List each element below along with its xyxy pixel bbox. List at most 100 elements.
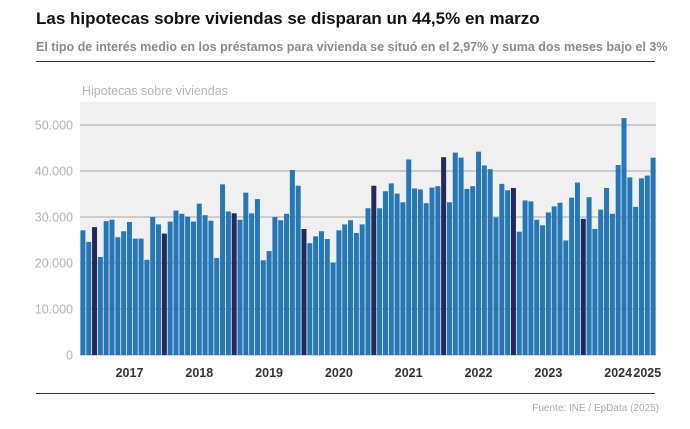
bar — [382, 191, 388, 355]
bar — [109, 219, 115, 355]
bar — [365, 208, 371, 355]
bar — [225, 211, 231, 355]
bar — [185, 216, 191, 355]
bar — [470, 186, 476, 355]
bar — [132, 238, 138, 355]
bar — [167, 221, 173, 355]
bar — [586, 197, 592, 355]
bar — [644, 175, 650, 355]
bar — [493, 217, 499, 355]
bar — [266, 251, 272, 355]
bar-highlight — [231, 213, 237, 355]
bar — [417, 189, 423, 355]
x-tick-label: 2020 — [325, 366, 353, 380]
bar — [522, 200, 528, 355]
bar — [429, 187, 435, 355]
bar — [208, 220, 214, 355]
bar — [156, 224, 162, 355]
bar — [400, 202, 406, 355]
bar — [86, 241, 92, 355]
bar — [353, 233, 359, 355]
bar-highlight — [510, 188, 516, 355]
bar — [609, 213, 615, 355]
bar — [173, 210, 179, 355]
bar — [476, 151, 482, 355]
bar — [214, 257, 220, 355]
bar — [633, 206, 639, 355]
bar — [138, 238, 144, 355]
bar — [458, 157, 464, 355]
bar — [144, 259, 150, 355]
y-tick-label: 40.000 — [35, 165, 73, 179]
bar — [243, 192, 249, 355]
bar — [272, 217, 278, 355]
bar-highlight — [161, 233, 167, 355]
bar — [220, 184, 226, 355]
bar — [615, 165, 621, 355]
bar — [249, 213, 255, 355]
bar — [115, 237, 121, 355]
bar — [540, 225, 546, 355]
top-divider — [36, 61, 655, 62]
bar — [638, 178, 644, 355]
bar-highlight — [301, 228, 307, 355]
bar — [260, 260, 266, 355]
bar — [563, 240, 569, 355]
bar — [179, 213, 185, 355]
bar — [528, 201, 534, 355]
bar — [598, 209, 604, 355]
y-axis-labels: 0 10.000 20.000 30.000 40.000 50.000 — [35, 119, 73, 363]
bar-highlight — [441, 157, 447, 355]
bar — [359, 224, 365, 355]
y-tick-label: 0 — [66, 349, 73, 363]
bar — [336, 230, 342, 355]
bar — [97, 257, 103, 355]
bar — [423, 203, 429, 355]
bar — [330, 262, 336, 355]
bar — [627, 177, 633, 355]
y-tick-label: 20.000 — [35, 257, 73, 271]
x-tick-label: 2024 — [604, 366, 632, 380]
bar — [150, 217, 156, 355]
source-note: Fuente: INE / EpData (2025) — [532, 403, 659, 414]
bar-highlight — [580, 218, 586, 355]
bar — [202, 215, 208, 355]
bar — [121, 231, 127, 355]
bar — [318, 231, 324, 355]
bar — [80, 230, 86, 355]
bar — [604, 188, 610, 355]
bar — [377, 208, 383, 355]
x-tick-label: 2022 — [465, 366, 493, 380]
bar — [446, 202, 452, 355]
y-tick-label: 10.000 — [35, 303, 73, 317]
bar — [569, 197, 575, 355]
bar — [196, 203, 202, 355]
bar — [412, 188, 418, 355]
bar — [464, 188, 470, 355]
bar-highlight — [371, 185, 377, 355]
bar — [545, 212, 551, 355]
bar — [621, 118, 627, 355]
bar — [254, 199, 260, 355]
bar-series — [80, 118, 656, 355]
bar — [650, 157, 656, 355]
chart-subtitle: El tipo de interés medio en los préstamo… — [36, 40, 668, 54]
x-tick-label: 2017 — [116, 366, 144, 380]
y-tick-label: 30.000 — [35, 211, 73, 225]
bar — [516, 231, 522, 355]
bar — [190, 221, 196, 355]
bar — [505, 190, 511, 355]
bar — [452, 152, 458, 355]
bar — [289, 170, 295, 355]
x-tick-label: 2023 — [534, 366, 562, 380]
bar — [295, 185, 301, 355]
bar — [126, 222, 132, 355]
bar — [481, 165, 487, 355]
bar — [237, 219, 243, 355]
x-tick-label: 2018 — [185, 366, 213, 380]
bar — [592, 228, 598, 355]
x-tick-label: 2021 — [395, 366, 423, 380]
bar — [406, 159, 412, 355]
bar — [435, 186, 441, 355]
